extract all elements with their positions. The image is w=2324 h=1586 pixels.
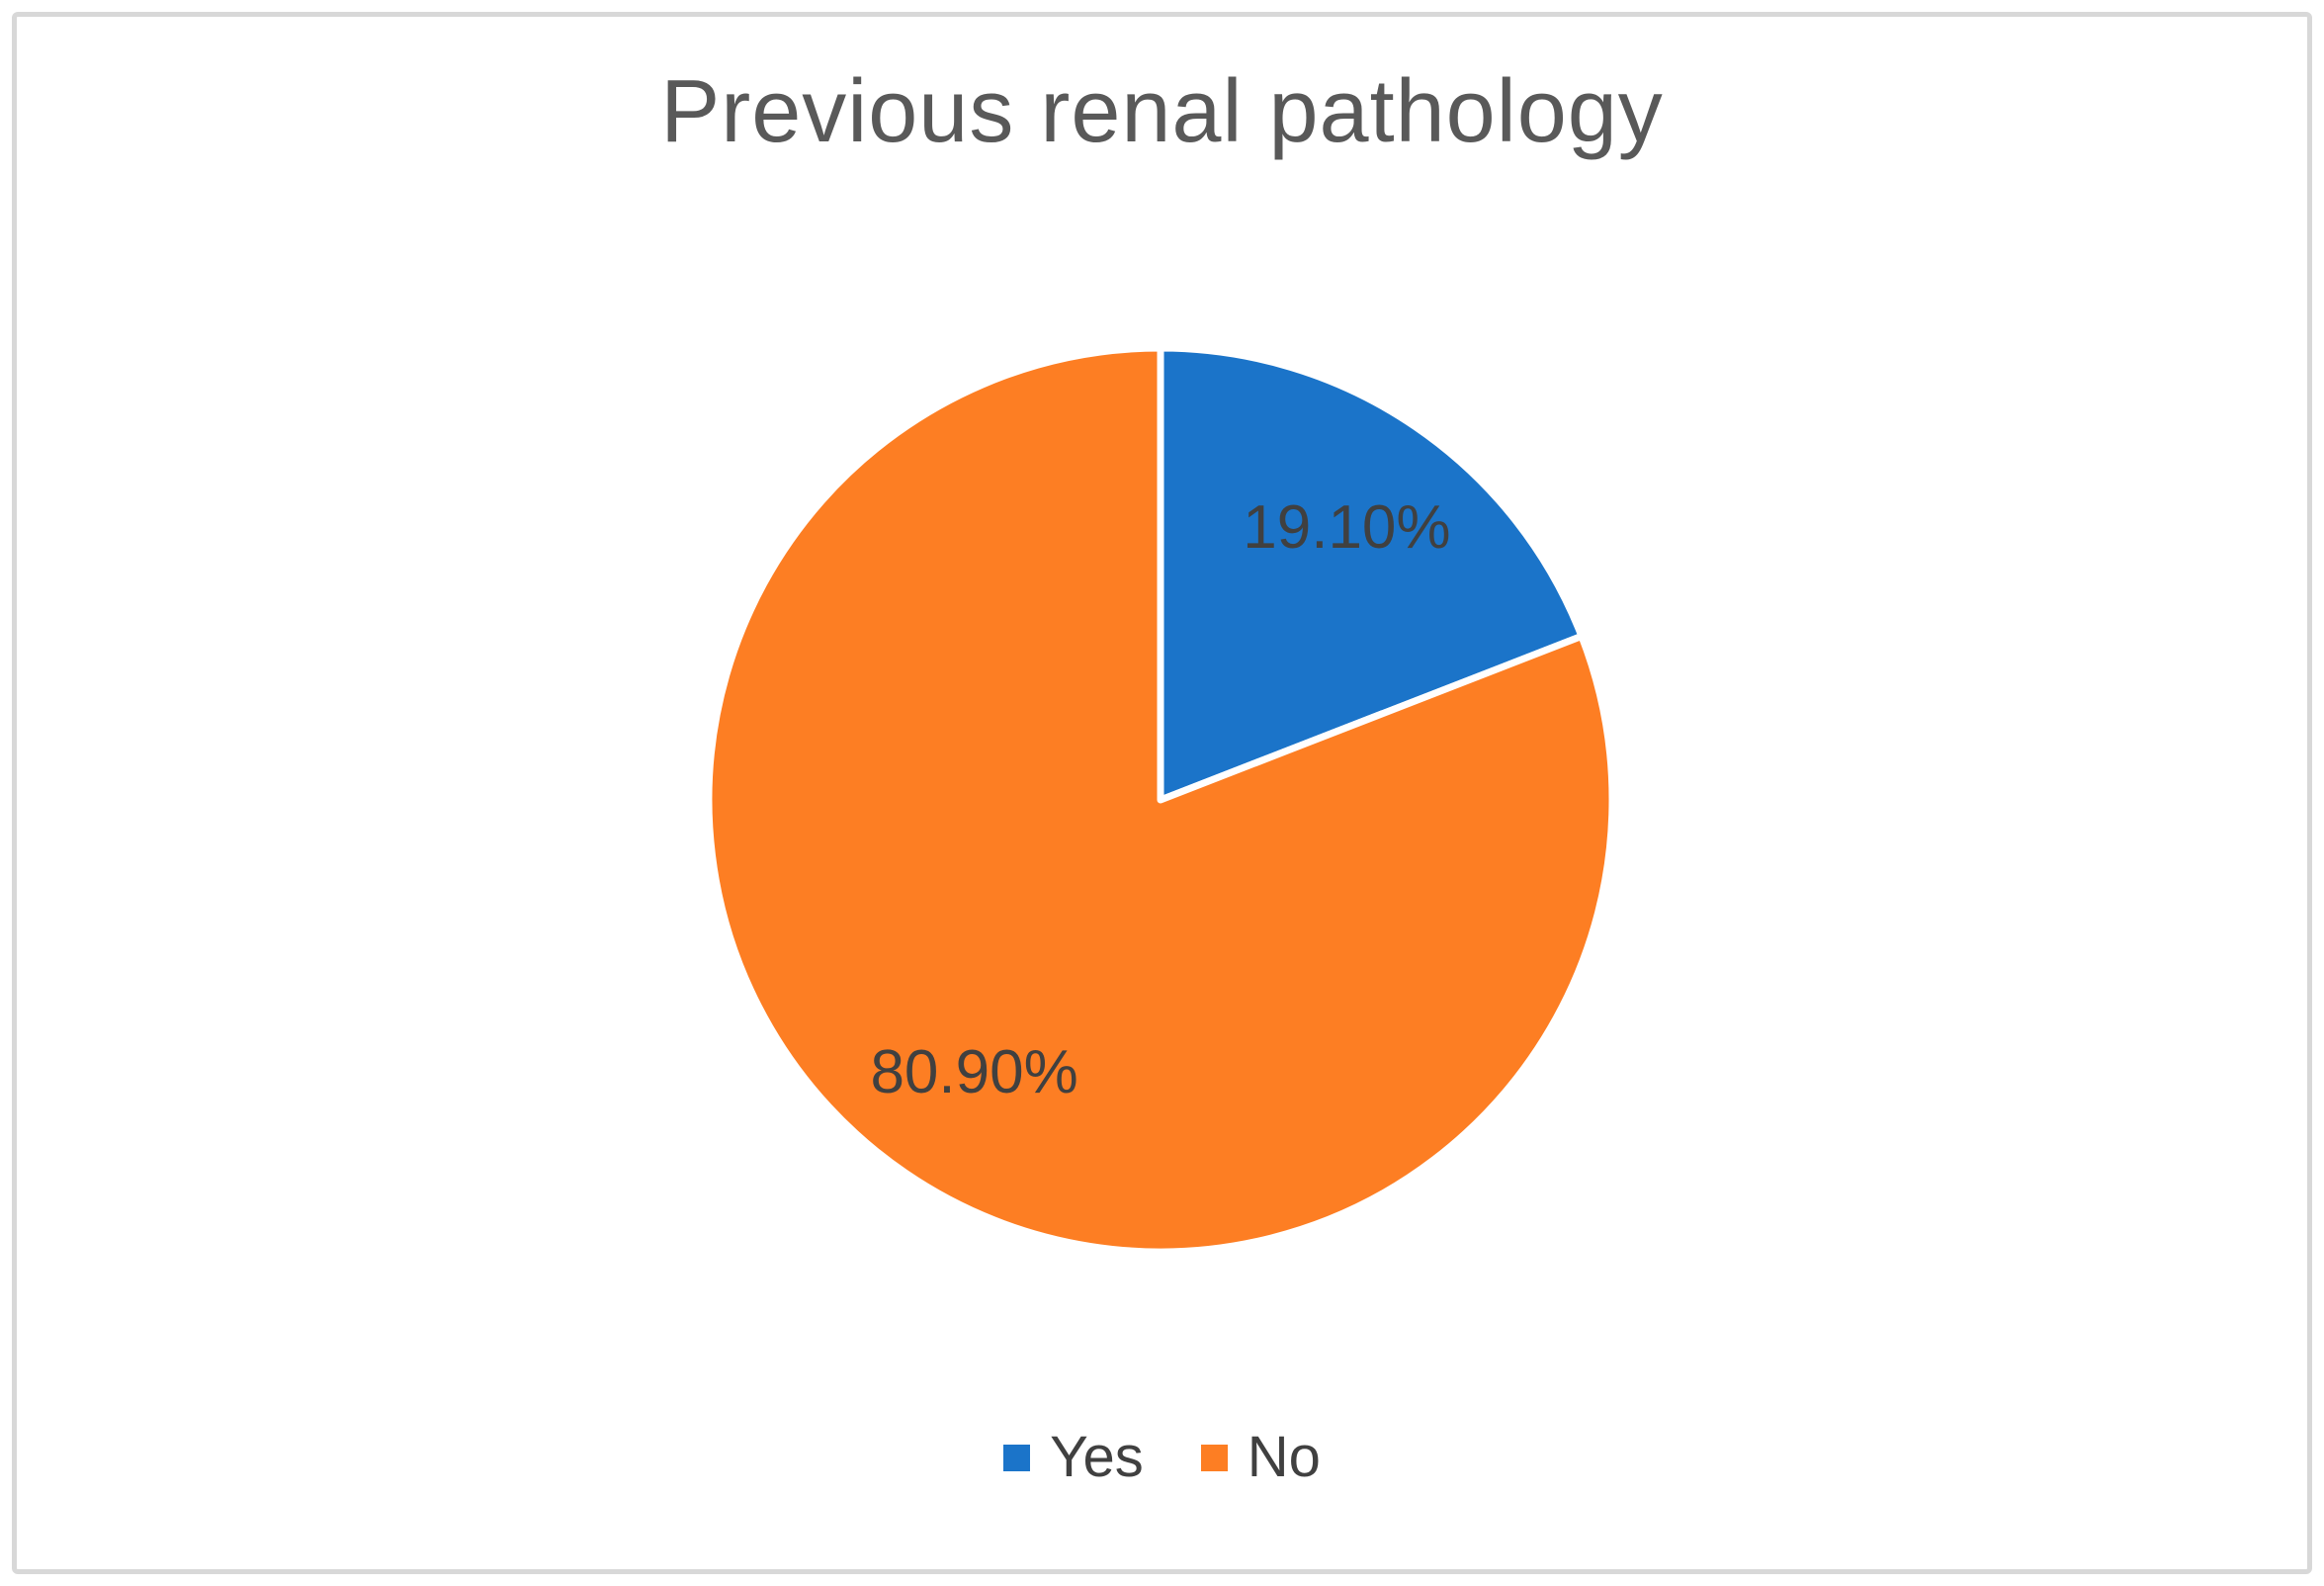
- slice-label-no: 80.90%: [870, 1038, 1077, 1106]
- pie-slice-yes: [1157, 344, 1586, 804]
- legend-swatch-no: [1200, 1444, 1228, 1471]
- chart-title: Previous renal pathology: [660, 62, 1664, 161]
- legend-label-yes: Yes: [1050, 1425, 1144, 1489]
- legend: Yes No: [0, 1429, 2324, 1486]
- legend-item-no: No: [1200, 1425, 1321, 1489]
- legend-swatch-yes: [1003, 1444, 1031, 1471]
- legend-label-no: No: [1247, 1425, 1321, 1489]
- slice-label-yes: 19.10%: [1243, 493, 1450, 562]
- pie-slice-no: [705, 344, 1616, 1256]
- legend-item-yes: Yes: [1003, 1429, 1144, 1486]
